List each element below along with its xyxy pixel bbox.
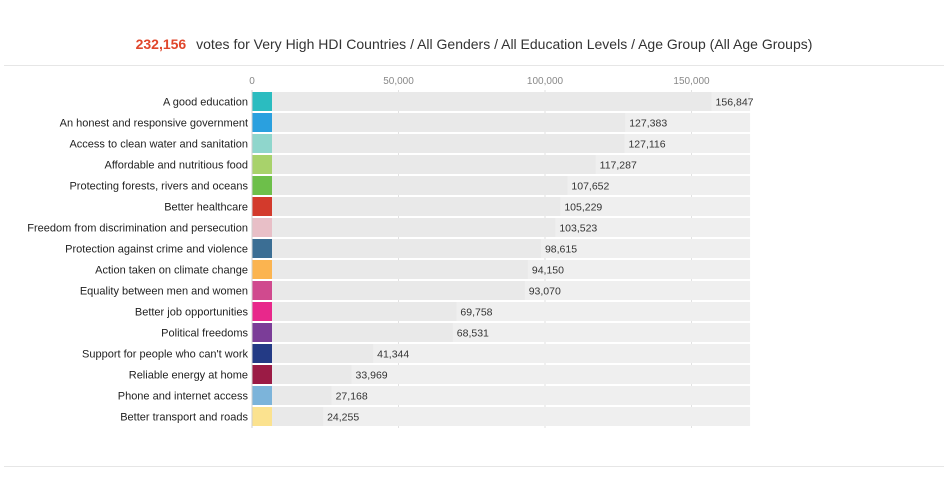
bar xyxy=(272,239,541,258)
bar-color-swatch xyxy=(252,323,272,342)
bar-track xyxy=(272,344,751,363)
bar xyxy=(272,386,332,405)
value-label: 94,150 xyxy=(532,265,564,277)
value-label: 93,070 xyxy=(529,286,561,298)
x-tick-label: 100,000 xyxy=(527,76,564,87)
value-label: 105,229 xyxy=(564,202,602,214)
bar-color-swatch xyxy=(252,302,272,321)
category-label: A good education xyxy=(163,97,248,109)
bar xyxy=(272,302,457,321)
bar-color-swatch xyxy=(252,281,272,300)
value-label: 41,344 xyxy=(377,349,409,361)
value-label: 69,758 xyxy=(460,307,492,319)
value-label: 127,116 xyxy=(628,139,665,151)
bar xyxy=(272,344,374,363)
category-label: Better transport and roads xyxy=(120,412,248,424)
bar xyxy=(272,218,556,237)
value-label: 33,969 xyxy=(356,370,388,382)
value-label: 117,287 xyxy=(600,160,637,172)
value-label: 98,615 xyxy=(545,244,577,256)
category-label: An honest and responsive government xyxy=(60,118,248,130)
category-label: Support for people who can't work xyxy=(82,349,248,361)
chart-header: 232,156 votes for Very High HDI Countrie… xyxy=(0,36,948,52)
bar xyxy=(272,113,626,132)
vote-count: 232,156 xyxy=(135,36,187,52)
value-label: 156,847 xyxy=(716,97,754,109)
bar xyxy=(272,134,625,153)
bar-color-swatch xyxy=(252,260,272,279)
bar-color-swatch xyxy=(252,344,272,363)
category-label: Better job opportunities xyxy=(135,307,249,319)
value-label: 68,531 xyxy=(457,328,489,340)
bar-color-swatch xyxy=(252,176,272,195)
top-divider xyxy=(4,65,944,66)
category-label: Better healthcare xyxy=(164,202,248,214)
category-label: Access to clean water and sanitation xyxy=(69,139,248,151)
category-label: Political freedoms xyxy=(161,328,248,340)
x-tick-label: 150,000 xyxy=(673,76,710,87)
bar-color-swatch xyxy=(252,365,272,384)
bar xyxy=(272,260,528,279)
bar xyxy=(272,155,596,174)
bar xyxy=(272,281,525,300)
bar-color-swatch xyxy=(252,92,272,111)
bar xyxy=(272,323,453,342)
bar-color-swatch xyxy=(252,134,272,153)
bar-color-swatch xyxy=(252,386,272,405)
bar xyxy=(272,197,561,216)
category-label: Protecting forests, rivers and oceans xyxy=(69,181,248,193)
bar-color-swatch xyxy=(252,197,272,216)
category-label: Action taken on climate change xyxy=(95,265,248,277)
bar xyxy=(272,365,352,384)
value-label: 24,255 xyxy=(327,412,359,424)
bottom-divider xyxy=(4,466,944,467)
bar xyxy=(272,92,712,111)
value-label: 107,652 xyxy=(571,181,609,193)
category-label: Phone and internet access xyxy=(118,391,249,403)
bar-color-swatch xyxy=(252,155,272,174)
bar-track xyxy=(272,365,751,384)
bar-color-swatch xyxy=(252,239,272,258)
category-label: Freedom from discrimination and persecut… xyxy=(27,223,248,235)
bar-track xyxy=(272,407,751,426)
bar xyxy=(272,176,568,195)
x-tick-label: 50,000 xyxy=(383,76,414,87)
category-label: Protection against crime and violence xyxy=(65,244,248,256)
bar-color-swatch xyxy=(252,113,272,132)
value-label: 103,523 xyxy=(559,223,597,235)
value-label: 27,168 xyxy=(336,391,368,403)
bar xyxy=(272,407,324,426)
category-label: Affordable and nutritious food xyxy=(104,160,248,172)
header-text: votes for Very High HDI Countries / All … xyxy=(196,36,813,52)
bar-color-swatch xyxy=(252,407,272,426)
value-label: 127,383 xyxy=(629,118,667,130)
bar-track xyxy=(272,386,751,405)
bar-color-swatch xyxy=(252,218,272,237)
category-label: Reliable energy at home xyxy=(129,370,248,382)
category-label: Equality between men and women xyxy=(80,286,248,298)
x-tick-label: 0 xyxy=(249,76,255,87)
